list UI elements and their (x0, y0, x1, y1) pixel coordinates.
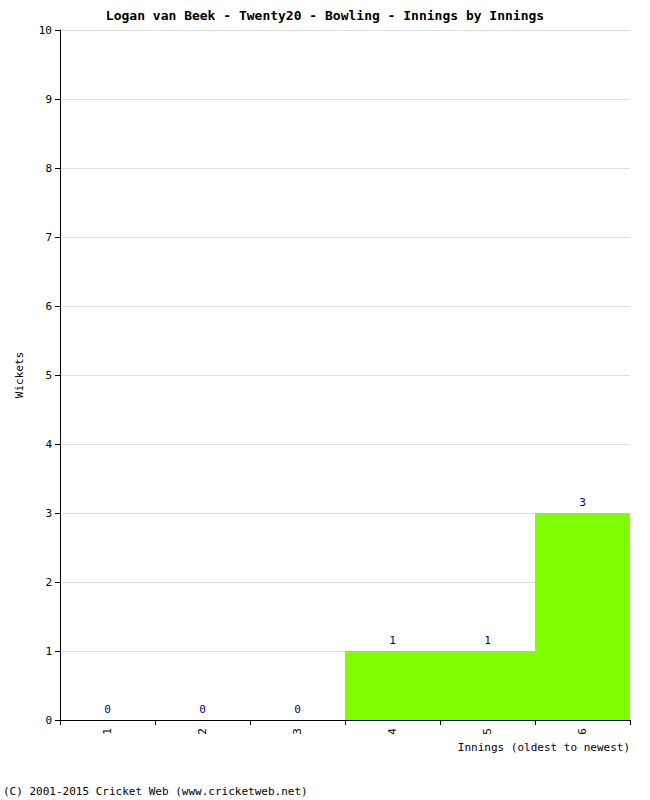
svg-text:2: 2 (45, 576, 52, 589)
svg-text:5: 5 (45, 369, 52, 382)
svg-text:9: 9 (45, 93, 52, 106)
svg-text:3: 3 (291, 728, 304, 735)
svg-text:7: 7 (45, 231, 52, 244)
svg-text:0: 0 (104, 703, 111, 716)
svg-text:3: 3 (579, 496, 586, 509)
svg-text:1: 1 (101, 728, 114, 735)
svg-text:4: 4 (45, 438, 52, 451)
svg-text:Innings (oldest to newest): Innings (oldest to newest) (458, 741, 630, 754)
svg-text:0: 0 (199, 703, 206, 716)
svg-text:2: 2 (196, 728, 209, 735)
svg-text:4: 4 (386, 728, 399, 735)
svg-text:1: 1 (484, 634, 491, 647)
svg-text:1: 1 (45, 645, 52, 658)
svg-text:5: 5 (481, 728, 494, 735)
svg-text:Logan van Beek - Twenty20 - Bo: Logan van Beek - Twenty20 - Bowling - In… (106, 8, 544, 23)
svg-text:8: 8 (45, 162, 52, 175)
svg-text:(C) 2001-2015 Cricket Web (www: (C) 2001-2015 Cricket Web (www.cricketwe… (3, 785, 308, 798)
svg-text:6: 6 (45, 300, 52, 313)
svg-text:10: 10 (39, 24, 52, 37)
svg-text:3: 3 (45, 507, 52, 520)
svg-text:6: 6 (576, 728, 589, 735)
svg-text:0: 0 (294, 703, 301, 716)
svg-text:1: 1 (389, 634, 396, 647)
svg-text:Wickets: Wickets (13, 352, 26, 398)
svg-text:0: 0 (45, 714, 52, 727)
